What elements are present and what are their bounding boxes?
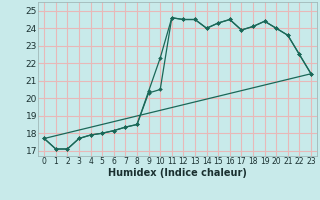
X-axis label: Humidex (Indice chaleur): Humidex (Indice chaleur) — [108, 168, 247, 178]
